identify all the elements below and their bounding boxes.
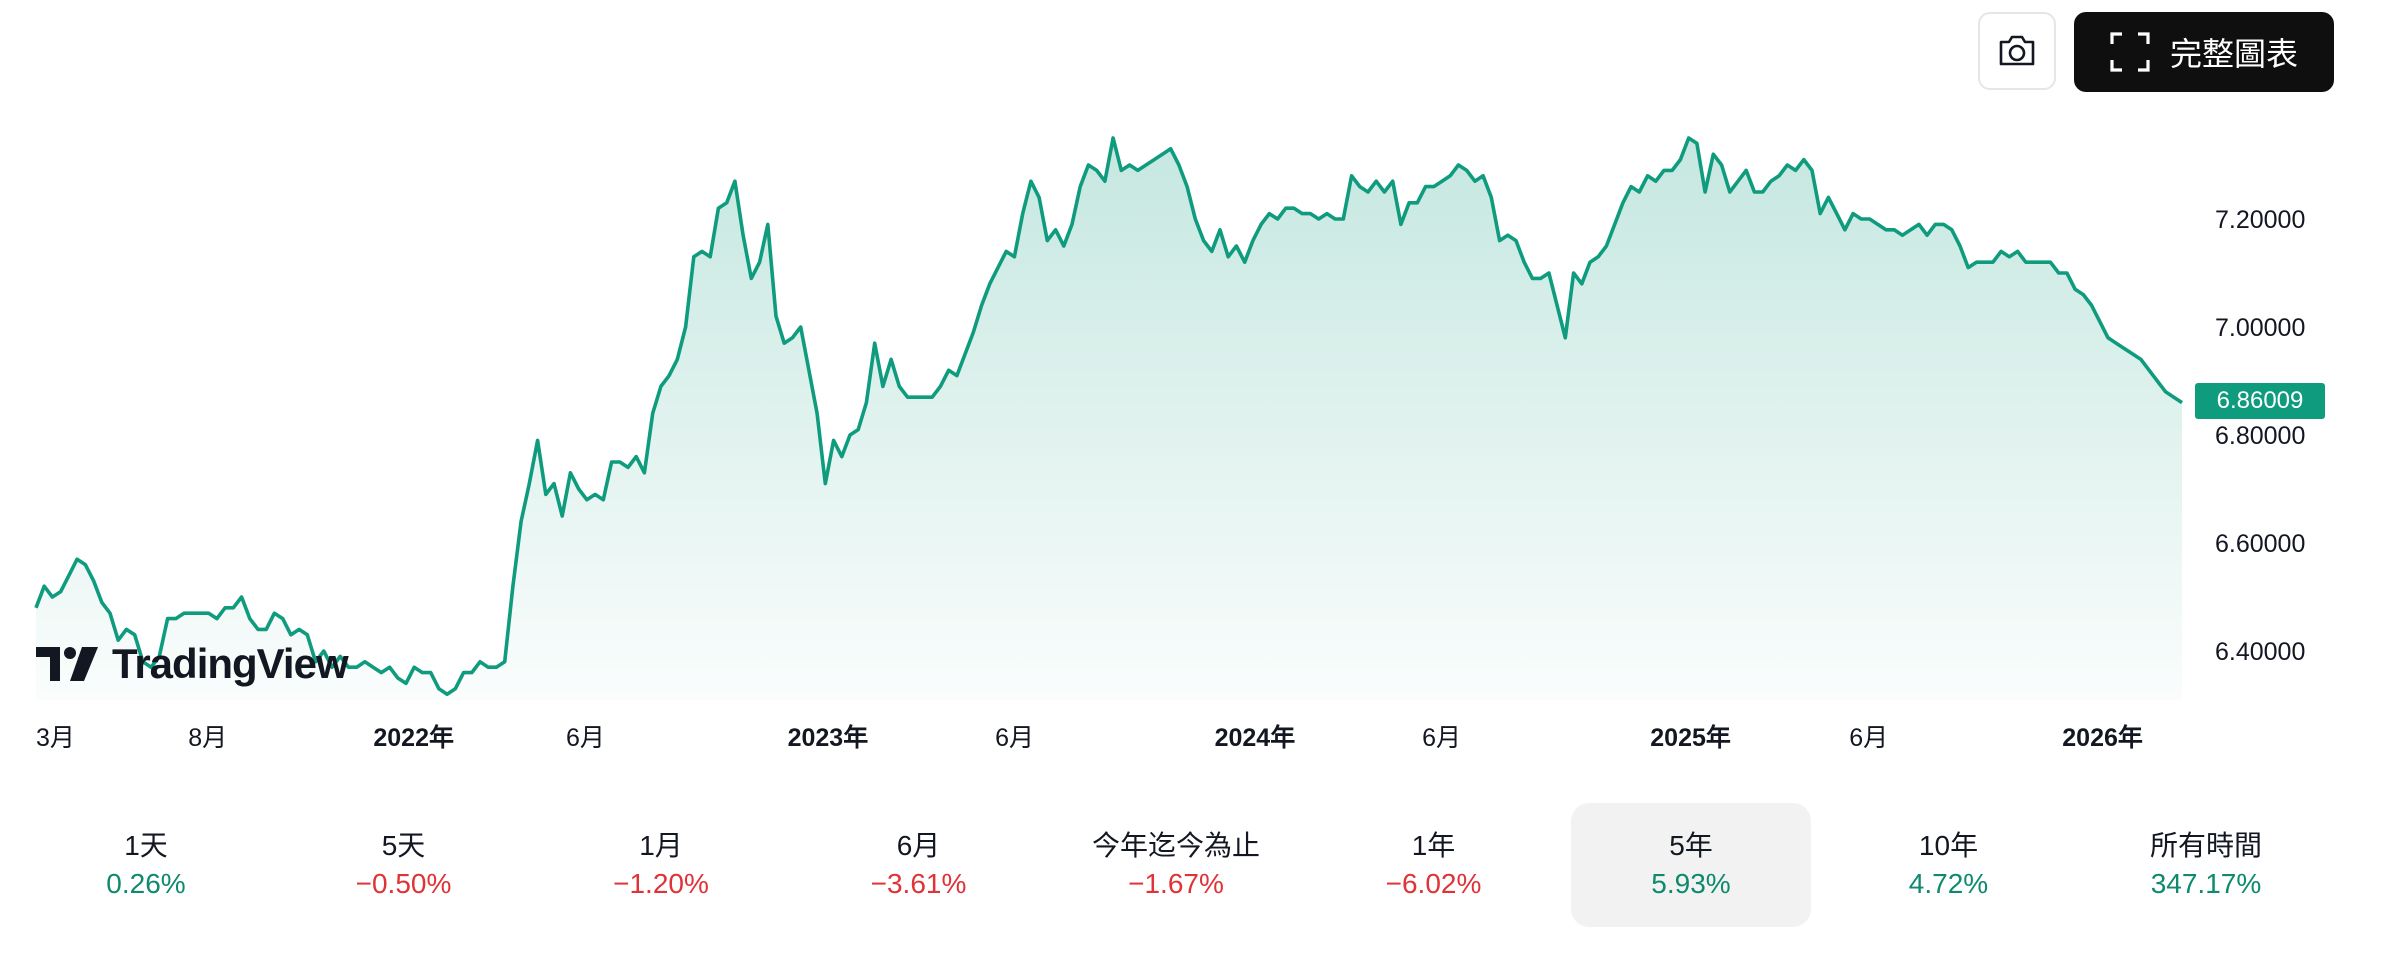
tradingview-logo: TradingView <box>36 640 349 688</box>
period-button-4[interactable]: 今年迄今為止 −1.67% <box>1056 803 1296 927</box>
full-chart-button[interactable]: 完整圖表 <box>2073 12 2334 92</box>
period-change: −6.02% <box>1385 868 1482 899</box>
y-tick-label: 6.40000 <box>2215 638 2305 666</box>
full-chart-label: 完整圖表 <box>2169 36 2298 72</box>
x-tick-label: 3月 <box>36 724 75 752</box>
camera-icon <box>1999 35 2035 66</box>
period-change: 5.93% <box>1651 868 1731 899</box>
period-change: 4.72% <box>1908 868 1989 899</box>
x-tick-label: 2025年 <box>1650 723 1731 752</box>
period-button-5[interactable]: 1年 −6.02% <box>1314 803 1554 927</box>
price-area-fill <box>36 138 2182 700</box>
chart-toolbar: 完整圖表 <box>1977 12 2334 92</box>
period-label: 6月 <box>896 830 941 861</box>
x-tick-label: 6月 <box>566 724 605 752</box>
period-label: 1月 <box>639 830 683 861</box>
period-label: 10年 <box>1918 830 1979 861</box>
period-button-8[interactable]: 所有時間 347.17% <box>2086 803 2326 927</box>
period-selector: 1天 0.26% 5天 −0.50% 1月 −1.20% 6月 −3.61% 今年迄今為止 −1.… <box>26 803 2346 927</box>
x-axis: 3月 8月 2022年 6月 2023年 6月 2024年 6月 2025年 6月 2026年 <box>36 723 2143 752</box>
price-chart[interactable]: 6.40000 6.60000 6.80000 7.00000 7.20000 3月 8月… <box>0 0 2386 780</box>
x-tick-label: 2024年 <box>1215 723 1296 752</box>
x-tick-label: 8月 <box>188 724 227 752</box>
period-change: 0.26% <box>106 868 186 899</box>
x-tick-label: 2023年 <box>788 723 869 752</box>
period-button-0[interactable]: 1天 0.26% <box>26 803 266 927</box>
period-label: 1天 <box>124 830 168 861</box>
period-button-6[interactable]: 5年 5.93% <box>1571 803 1811 927</box>
y-axis: 6.40000 6.60000 6.80000 7.00000 7.20000 <box>2215 206 2305 666</box>
y-tick-label: 7.00000 <box>2215 314 2305 342</box>
x-tick-label: 2022年 <box>373 723 454 752</box>
y-tick-label: 6.80000 <box>2215 422 2305 450</box>
period-button-1[interactable]: 5天 −0.50% <box>284 803 524 927</box>
x-tick-label: 2026年 <box>2062 723 2143 752</box>
x-tick-label: 6月 <box>995 724 1034 752</box>
price-line <box>34 136 2183 696</box>
period-change: −0.50% <box>355 868 452 899</box>
period-button-7[interactable]: 10年 4.72% <box>1829 803 2069 927</box>
tradingview-logo-icon <box>36 647 98 681</box>
x-tick-label: 6月 <box>1849 724 1888 752</box>
y-tick-label: 7.20000 <box>2215 206 2305 234</box>
period-change: −1.20% <box>613 868 709 899</box>
period-label: 5年 <box>1669 830 1713 861</box>
fullscreen-icon <box>2110 32 2150 72</box>
period-label: 1年 <box>1411 830 1456 861</box>
period-change: 347.17% <box>2150 868 2262 899</box>
period-change: −1.67% <box>1128 868 1224 899</box>
y-tick-label: 6.60000 <box>2215 530 2305 558</box>
period-button-2[interactable]: 1月 −1.20% <box>541 803 781 927</box>
tradingview-logo-text: TradingView <box>112 640 349 687</box>
period-button-3[interactable]: 6月 −3.61% <box>799 803 1039 927</box>
snapshot-button[interactable] <box>1977 12 2056 90</box>
period-label: 所有時間 <box>2149 830 2262 861</box>
x-tick-label: 6月 <box>1422 724 1461 752</box>
period-label: 5天 <box>381 830 426 861</box>
period-change: −3.61% <box>870 868 967 899</box>
period-label: 今年迄今為止 <box>1091 830 1260 861</box>
last-price-badge: 6.86009 <box>2195 383 2325 419</box>
